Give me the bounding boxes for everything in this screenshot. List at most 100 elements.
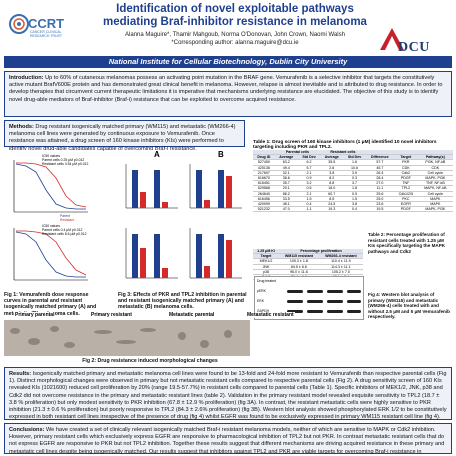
figure3-panel: A B	[118, 150, 248, 290]
legend-resistant: Resistant	[60, 218, 75, 222]
bar	[162, 268, 168, 278]
table2-cell: 110.4 ± 11.9	[318, 258, 363, 265]
table2-cell: 96.0 ± 11.6	[279, 269, 319, 276]
table2-header: Percentage proliferation	[279, 249, 363, 255]
table1-cell: 264640	[253, 191, 275, 197]
table1-cell: 529568	[253, 185, 275, 192]
table1-row: 420099 48.1 0.4 24.5 3.8 23.6 EGFR MAPK	[253, 201, 453, 208]
micrograph-primary-parental	[4, 320, 86, 356]
table1-group-parental: Parental cells	[274, 150, 321, 156]
micrograph-metastatic-parental	[168, 320, 250, 356]
table1-cell: 2.1	[297, 170, 321, 177]
table2: 1.25 μM KI Percentage proliferation Targ…	[253, 249, 363, 281]
introduction-heading: Introduction:	[9, 75, 44, 81]
institute-banner: National Institute for Cellular Biotechn…	[4, 56, 452, 68]
table1-title: Table 1: Drug screen of 160 kinase inhib…	[253, 140, 437, 151]
table1-row: 420136 49.4 5.7 2.6 10.6 45.7 CDK CDK	[253, 165, 453, 171]
bar	[218, 234, 224, 278]
table2-cell: 114.3 ± 11.1	[318, 264, 363, 270]
figure2-caption: Fig 2: Drug resistance induced morpholog…	[82, 358, 218, 364]
ccrt-logo-text: CCRT	[28, 16, 65, 31]
table1-row: 529568 29.1 0.6 18.0 1.8 11.1 TPL2 MAPK, NF-kB	[253, 185, 453, 192]
table1-cell: 36.6	[274, 175, 298, 182]
table1-cell: Cdk2	[393, 170, 418, 177]
table2-col: WM266-4 resistant	[318, 253, 363, 260]
table1-cell: 49.4	[274, 165, 298, 171]
blot-band	[327, 310, 343, 313]
legend-parent: Parent	[60, 214, 70, 218]
ic50-a-resistant: Resistant cells 3.54 μM p0.012	[42, 162, 89, 166]
table1-cell: 11.1	[365, 185, 394, 192]
table2-col: WM115 resistant	[279, 253, 319, 260]
methods-text: Drug resistant isogenically matched prim…	[9, 124, 236, 152]
blot-band	[327, 300, 343, 303]
table1-cell: TNF	[393, 180, 418, 187]
table2-row: JNK 84.5 ± 6.6 114.3 ± 11.1	[253, 264, 363, 270]
table1-cell: MAPK, PI3K	[417, 175, 453, 182]
table1-cell: 35.5	[320, 159, 344, 166]
table1-cell: 23.6	[365, 201, 394, 208]
figure3-bars	[125, 164, 242, 279]
table2-caption: Table 2: Percentage proliferation of res…	[368, 232, 446, 254]
table1-cell: 6.2	[297, 159, 321, 166]
figure4-caption: Fig 4: Western blot analysis of primary …	[368, 292, 450, 320]
table2-row: p38 96.0 ± 11.6 105.2 ± 7.0	[253, 269, 363, 276]
table1-cell: Cdk1/2/5	[393, 191, 418, 197]
ic50-b-parent: Parent cells 0.4 μM p0.012	[42, 228, 83, 232]
bar	[226, 176, 232, 208]
bar	[196, 234, 202, 278]
table1-cell: 28.4	[365, 175, 394, 182]
table1-row: 217697 32.1 2.1 3.8 3.9 26.4 Cdk2 Cell cycle	[253, 170, 453, 177]
conclusions-heading: Conclusions:	[9, 427, 45, 433]
table2-col: Target	[253, 253, 280, 260]
results-text: Isogenically matched primary and metasta…	[9, 371, 447, 421]
table1-cell: 8.8	[320, 180, 344, 187]
table1-cell: 86.2	[274, 191, 298, 197]
introduction-section: Introduction: Up to 60% of cutaneous mel…	[4, 71, 452, 117]
blot-label: pERK	[257, 289, 266, 293]
table1-cell: 25.0	[365, 196, 394, 203]
table1-cell: TNF, NF-kB	[417, 180, 453, 187]
table1-cell: 3.8	[320, 170, 344, 177]
bar	[132, 234, 138, 278]
figure1-panel: IC50 values Parent cells 0.25 μM p0.012 …	[4, 150, 92, 290]
table1-cell: 8.2	[320, 175, 344, 182]
blot-band	[307, 310, 323, 313]
table1-cell: 1.8	[343, 185, 366, 192]
table1-cell: 0.5	[343, 191, 366, 197]
table1-cell: 3.9	[343, 170, 366, 177]
table1-col: Target	[393, 154, 418, 161]
table1-row: 527450 63.2 6.2 35.5 1.6 57.7 PKR PI3K, NF-kB	[253, 159, 453, 166]
table1-cell: PI3K, NF-kB	[417, 159, 453, 166]
table1-body: 527450 63.2 6.2 35.5 1.6 57.7 PKR PI3K, NF-kB 42…	[253, 159, 453, 213]
dcu-logo-text: DCU	[398, 40, 430, 55]
figure1-b-ic50: IC50 values Parent cells 0.4 μM p0.012 R…	[42, 224, 87, 236]
bar	[162, 202, 168, 208]
table1-cell: MAPK	[417, 196, 453, 203]
table1-cell: 19.5	[365, 206, 394, 213]
bar	[196, 170, 202, 208]
table1-cell: 18.0	[320, 185, 344, 192]
figure1-legend: Parent Resistant	[60, 214, 74, 222]
table2-cell: 105.3 ± 1.8	[279, 258, 319, 265]
figure1-curves	[13, 160, 88, 281]
bar	[204, 266, 210, 278]
figure1-a-ic50: IC50 values Parent cells 0.25 μM p0.012 …	[42, 154, 88, 166]
table1-cell: 26.4	[365, 170, 394, 177]
table2-cell: 84.5 ± 6.6	[279, 264, 319, 270]
table1-cell: TPL2	[393, 185, 418, 192]
table2-cell: 105.2 ± 7.0	[318, 269, 363, 276]
micro-label-primary-parental: Primary parental	[14, 312, 56, 318]
table1: Parental cells Resistant cells Drug ID A…	[253, 150, 453, 213]
blot-band	[307, 290, 323, 293]
blot-label: GAPDH	[257, 309, 270, 313]
table1-cell: 2.1	[297, 191, 321, 197]
table1-cell: 10.6	[343, 165, 366, 171]
table1-col: Std Dev	[343, 154, 366, 161]
table1-cell: 5.7	[297, 165, 321, 171]
table1-cell: 420099	[253, 201, 275, 208]
table1-cell: 45.7	[365, 165, 394, 171]
table2-group-row: 1.25 μM KI Percentage proliferation	[253, 249, 363, 255]
table1-cell: 29.1	[274, 185, 298, 192]
table1-col: Pathway(s)	[417, 154, 453, 161]
